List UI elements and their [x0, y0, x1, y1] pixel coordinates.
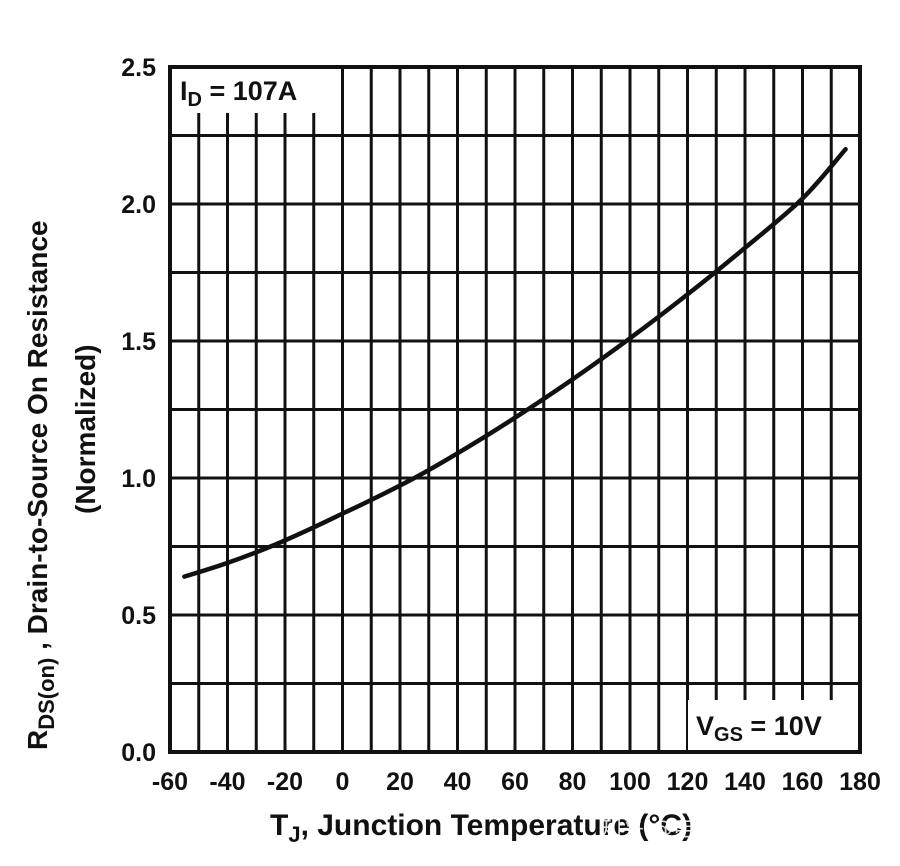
x-tick-label: -60 [152, 768, 188, 796]
x-axis-label: TJ, Junction Temperature (°C) [270, 809, 692, 847]
id-annotation-symbol: I [180, 76, 188, 106]
y-tick-label: 2.0 [121, 191, 156, 219]
y-axis-label-normalized: (Normalized) [70, 344, 101, 514]
vgs-annotation-subscript: GS [714, 724, 743, 746]
y-axis-label: RDS(on) , Drain-to-Source On Resistance [22, 220, 59, 750]
y-axis-label-group: RDS(on) , Drain-to-Source On Resistance [22, 220, 59, 750]
vgs-annotation-box [688, 700, 858, 750]
y-axis-label-symbol: R [22, 730, 53, 750]
x-tick-label: -20 [267, 768, 303, 796]
id-annotation-value: = 107A [202, 76, 297, 106]
y-tick-label: 0.5 [121, 602, 156, 630]
x-axis-label-symbol: T [270, 809, 288, 842]
grid-lines [170, 67, 860, 752]
y-tick-label: 1.0 [121, 465, 156, 493]
y-tick-label: 2.5 [121, 54, 156, 82]
vgs-annotation: VGS = 10V [696, 711, 822, 746]
x-tick-label: 40 [444, 768, 472, 796]
x-tick-label: -40 [209, 768, 245, 796]
y-tick-label: 0.0 [121, 739, 156, 767]
x-tick-labels: -60 -40 -20 0 20 40 60 80 100 120 140 160 180 [152, 768, 881, 796]
watermark: 知乎 @电子工程师助理小七 [600, 817, 871, 842]
y-axis-label-subscript: DS(on) [34, 658, 59, 730]
y-tick-labels: 0.0 0.5 1.0 1.5 2.0 2.5 [121, 54, 156, 767]
x-axis-label-text: , Junction Temperature (°C) [301, 809, 692, 842]
id-annotation-box [172, 69, 325, 113]
x-tick-label: 80 [559, 768, 587, 796]
vgs-annotation-value: = 10V [743, 711, 822, 741]
x-tick-label: 160 [782, 768, 824, 796]
x-tick-label: 60 [501, 768, 529, 796]
x-tick-label: 20 [386, 768, 414, 796]
y-tick-label: 1.5 [121, 328, 156, 356]
x-tick-label: 180 [839, 768, 881, 796]
x-tick-label: 100 [609, 768, 651, 796]
y-axis-label-line2-group: (Normalized) [70, 344, 101, 514]
vgs-annotation-symbol: V [696, 711, 714, 741]
id-annotation-subscript: D [188, 89, 202, 111]
x-tick-label: 140 [724, 768, 766, 796]
series-line-rdson [182, 146, 848, 579]
x-tick-label: 0 [336, 768, 350, 796]
id-annotation: ID = 107A [180, 76, 297, 111]
plot-frame [168, 65, 862, 754]
y-axis-label-text: , Drain-to-Source On Resistance [22, 220, 53, 657]
x-axis-label-subscript: J [288, 822, 300, 847]
x-tick-label: 120 [667, 768, 709, 796]
